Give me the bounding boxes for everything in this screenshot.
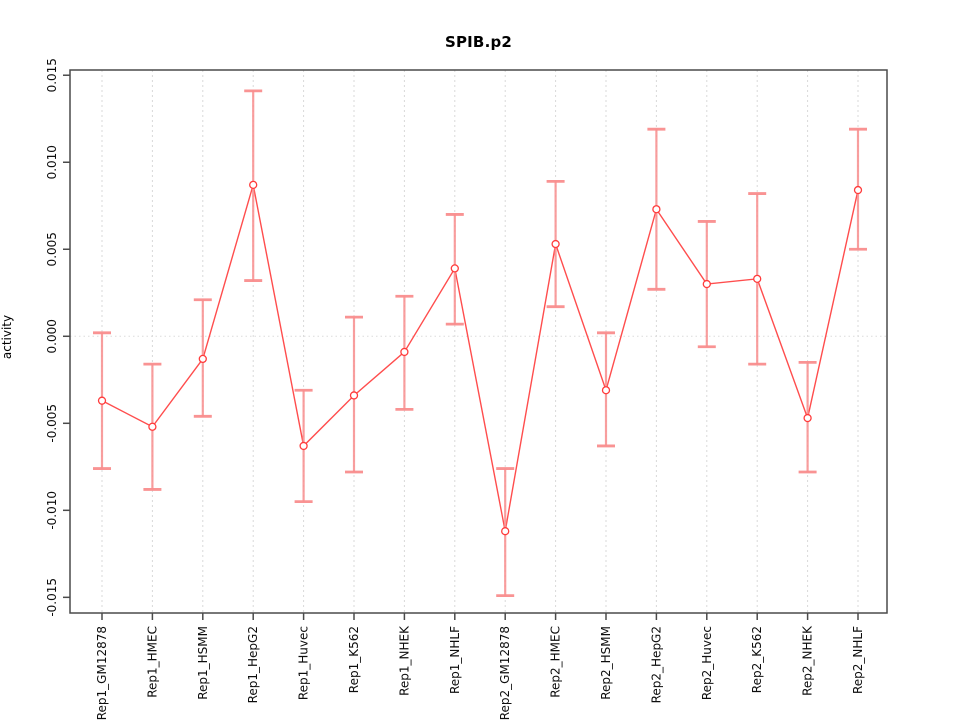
data-point bbox=[601, 386, 611, 395]
plot-frame bbox=[69, 69, 888, 614]
x-tick-label: Rep2_K562 bbox=[750, 626, 764, 693]
x-tick-label: Rep1_HepG2 bbox=[246, 626, 260, 703]
data-point bbox=[148, 422, 157, 431]
x-tick-label: Rep2_NHEK bbox=[801, 625, 815, 696]
x-tick-label: Rep2_HSMM bbox=[599, 626, 613, 700]
data-point bbox=[702, 279, 711, 289]
x-tick-label: Rep2_NHLF bbox=[851, 626, 865, 694]
x-tick-label: Rep2_HMEC bbox=[549, 626, 563, 698]
x-tick-label: Rep1_NHEK bbox=[397, 625, 411, 696]
data-point bbox=[97, 396, 107, 405]
data-point bbox=[652, 205, 661, 214]
data-point bbox=[198, 354, 207, 364]
series-line bbox=[101, 184, 859, 532]
data-point bbox=[501, 527, 510, 536]
data-point bbox=[853, 185, 863, 195]
x-tick-label: Rep2_HepG2 bbox=[649, 626, 663, 703]
x-tick-label: Rep1_Huvec bbox=[297, 626, 311, 700]
y-tick-label: 0.000 bbox=[45, 319, 59, 353]
y-tick-label: -0.015 bbox=[45, 578, 59, 617]
y-tick-label: 0.010 bbox=[45, 145, 59, 179]
data-point bbox=[753, 274, 762, 283]
x-tick-label: Rep1_HSMM bbox=[196, 626, 210, 700]
x-tick-label: Rep1_HMEC bbox=[145, 626, 159, 698]
x-tick-label: Rep1_K562 bbox=[347, 626, 361, 693]
data-point bbox=[249, 180, 258, 190]
data-point bbox=[551, 239, 560, 249]
y-tick-label: -0.005 bbox=[45, 404, 59, 443]
x-tick-label: Rep2_GM12878 bbox=[498, 626, 512, 720]
y-tick-label: -0.010 bbox=[45, 491, 59, 530]
x-tick-label: Rep2_Huvec bbox=[700, 626, 714, 700]
data-point bbox=[349, 391, 359, 400]
data-point bbox=[450, 264, 459, 273]
y-tick-label: 0.015 bbox=[45, 58, 59, 92]
data-point bbox=[803, 413, 812, 423]
data-point bbox=[400, 347, 409, 357]
x-tick-label: Rep1_GM12878 bbox=[95, 626, 109, 720]
data-point bbox=[299, 441, 308, 451]
x-tick-label: Rep1_NHLF bbox=[448, 626, 462, 694]
y-tick-label: 0.005 bbox=[45, 232, 59, 266]
chart-title: SPIB.p2 bbox=[444, 33, 513, 51]
